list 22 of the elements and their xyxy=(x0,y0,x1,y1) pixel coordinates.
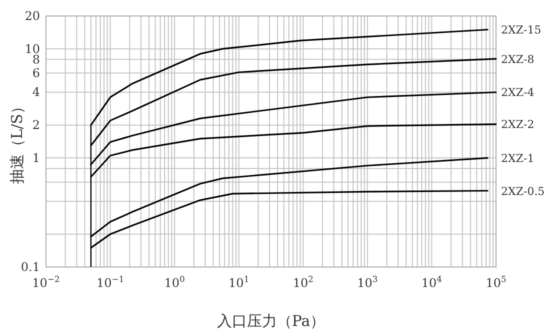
series-label: 2XZ-0.5 xyxy=(501,184,545,198)
y-tick-label: 20 xyxy=(24,9,40,23)
y-tick-label: 2 xyxy=(32,118,40,132)
x-tick-label: 10$^{−2}$ xyxy=(32,274,60,290)
x-tick-label: 10$^{2}$ xyxy=(292,274,314,290)
y-tick-label: 6 xyxy=(32,66,40,80)
x-tick-label: 10$^{0}$ xyxy=(164,274,185,290)
series-label: 2XZ-2 xyxy=(501,118,534,132)
y-tick-label: 4 xyxy=(32,85,40,100)
x-tick-label: 10$^{−1}$ xyxy=(96,274,124,290)
x-axis-title: 入口压力（Pa） xyxy=(216,312,326,330)
series-label: 2XZ-15 xyxy=(501,24,542,37)
series-label: 2XZ-8 xyxy=(501,52,534,66)
y-tick-label: 1 xyxy=(32,150,40,165)
x-tick-label: 10$^{3}$ xyxy=(357,274,378,290)
series-label: 2XZ-1 xyxy=(501,152,534,165)
x-tick-label: 10$^{4}$ xyxy=(421,274,442,290)
x-tick-label: 10$^{1}$ xyxy=(228,274,250,290)
series-label: 2XZ-4 xyxy=(501,86,534,100)
x-tick-label: 10$^{5}$ xyxy=(486,274,506,290)
y-tick-label: 0.1 xyxy=(20,260,40,274)
y-axis-title: 抽速（L/S） xyxy=(8,98,26,184)
